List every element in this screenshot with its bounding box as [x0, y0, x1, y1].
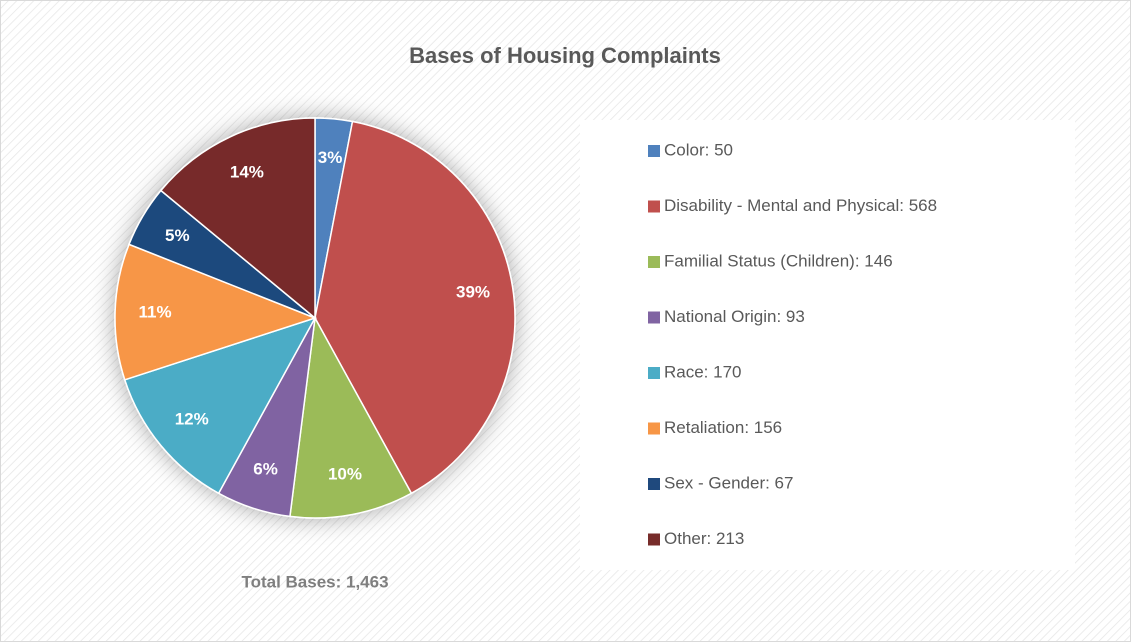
data-label: 3% [318, 148, 343, 167]
legend-label: Disability - Mental and Physical: 568 [664, 196, 937, 215]
data-label: 6% [253, 460, 278, 479]
legend-label: Race: 170 [664, 362, 742, 381]
legend-label: National Origin: 93 [664, 307, 805, 326]
pie-slice [289, 315, 413, 519]
legend-swatch [648, 367, 660, 379]
pie-slice [159, 117, 316, 320]
pie-slice [314, 120, 516, 495]
legend-label: Color: 50 [664, 140, 733, 159]
legend-swatch [648, 311, 660, 324]
data-label: 11% [139, 302, 172, 321]
data-label: 14% [230, 163, 264, 182]
legend-label: Other: 213 [664, 529, 744, 548]
pie-slice [114, 243, 318, 381]
legend-swatch [648, 256, 660, 268]
legend-label: Sex - Gender: 67 [664, 473, 793, 492]
data-label: 5% [165, 226, 190, 245]
data-label: 10% [328, 465, 362, 484]
legend-label: Retaliation: 156 [664, 418, 782, 437]
legend-swatch [648, 145, 660, 157]
legend-swatch [648, 478, 660, 490]
legend-box [580, 120, 1075, 570]
legend-swatch [648, 200, 660, 213]
data-label: 12% [175, 409, 209, 428]
pie-slice [123, 316, 317, 495]
chart-title: Bases of Housing Complaints [409, 43, 721, 68]
total-annotation: Total Bases: 1,463 [241, 572, 388, 591]
legend-label: Familial Status (Children): 146 [664, 251, 893, 270]
pie [114, 117, 516, 519]
data-label: 39% [456, 282, 490, 301]
legend-swatch [648, 533, 660, 546]
legend-swatch [648, 422, 660, 435]
